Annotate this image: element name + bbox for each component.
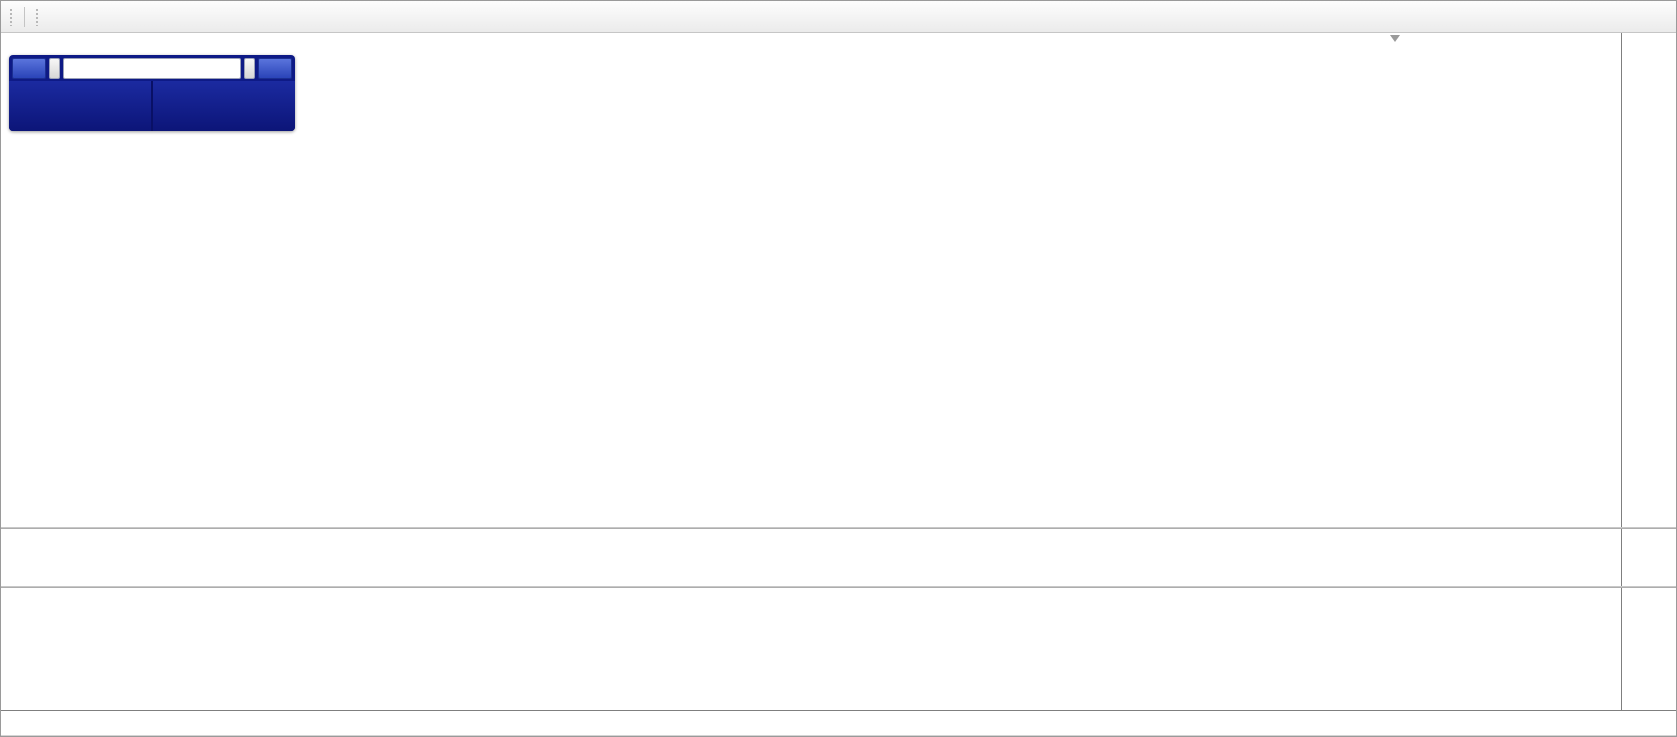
one-click-trade-panel	[9, 55, 295, 131]
macd-panel[interactable]	[1, 529, 1621, 586]
toolbar-grip-2[interactable]	[35, 7, 40, 26]
toolbar	[1, 1, 1676, 33]
volume-input[interactable]	[63, 57, 241, 79]
toolbar-separator	[24, 6, 25, 27]
chart-shift-marker-icon	[1390, 35, 1400, 42]
price-axis[interactable]	[1621, 33, 1676, 710]
rsi-panel[interactable]	[1, 588, 1621, 710]
trade-panel-controls	[9, 55, 295, 81]
volume-decrease-button[interactable]	[48, 57, 60, 79]
sell-button[interactable]	[12, 57, 46, 79]
panel-splitter[interactable]	[1, 527, 1676, 529]
ask-price[interactable]	[153, 81, 295, 131]
trade-panel-prices	[9, 81, 295, 131]
toolbar-grip[interactable]	[9, 7, 14, 26]
window-bottom-edge	[1, 735, 1676, 736]
buy-button[interactable]	[258, 57, 292, 79]
bid-price[interactable]	[9, 81, 151, 131]
panel-splitter[interactable]	[1, 586, 1676, 588]
volume-increase-button[interactable]	[244, 57, 256, 79]
time-axis[interactable]	[1, 710, 1676, 735]
